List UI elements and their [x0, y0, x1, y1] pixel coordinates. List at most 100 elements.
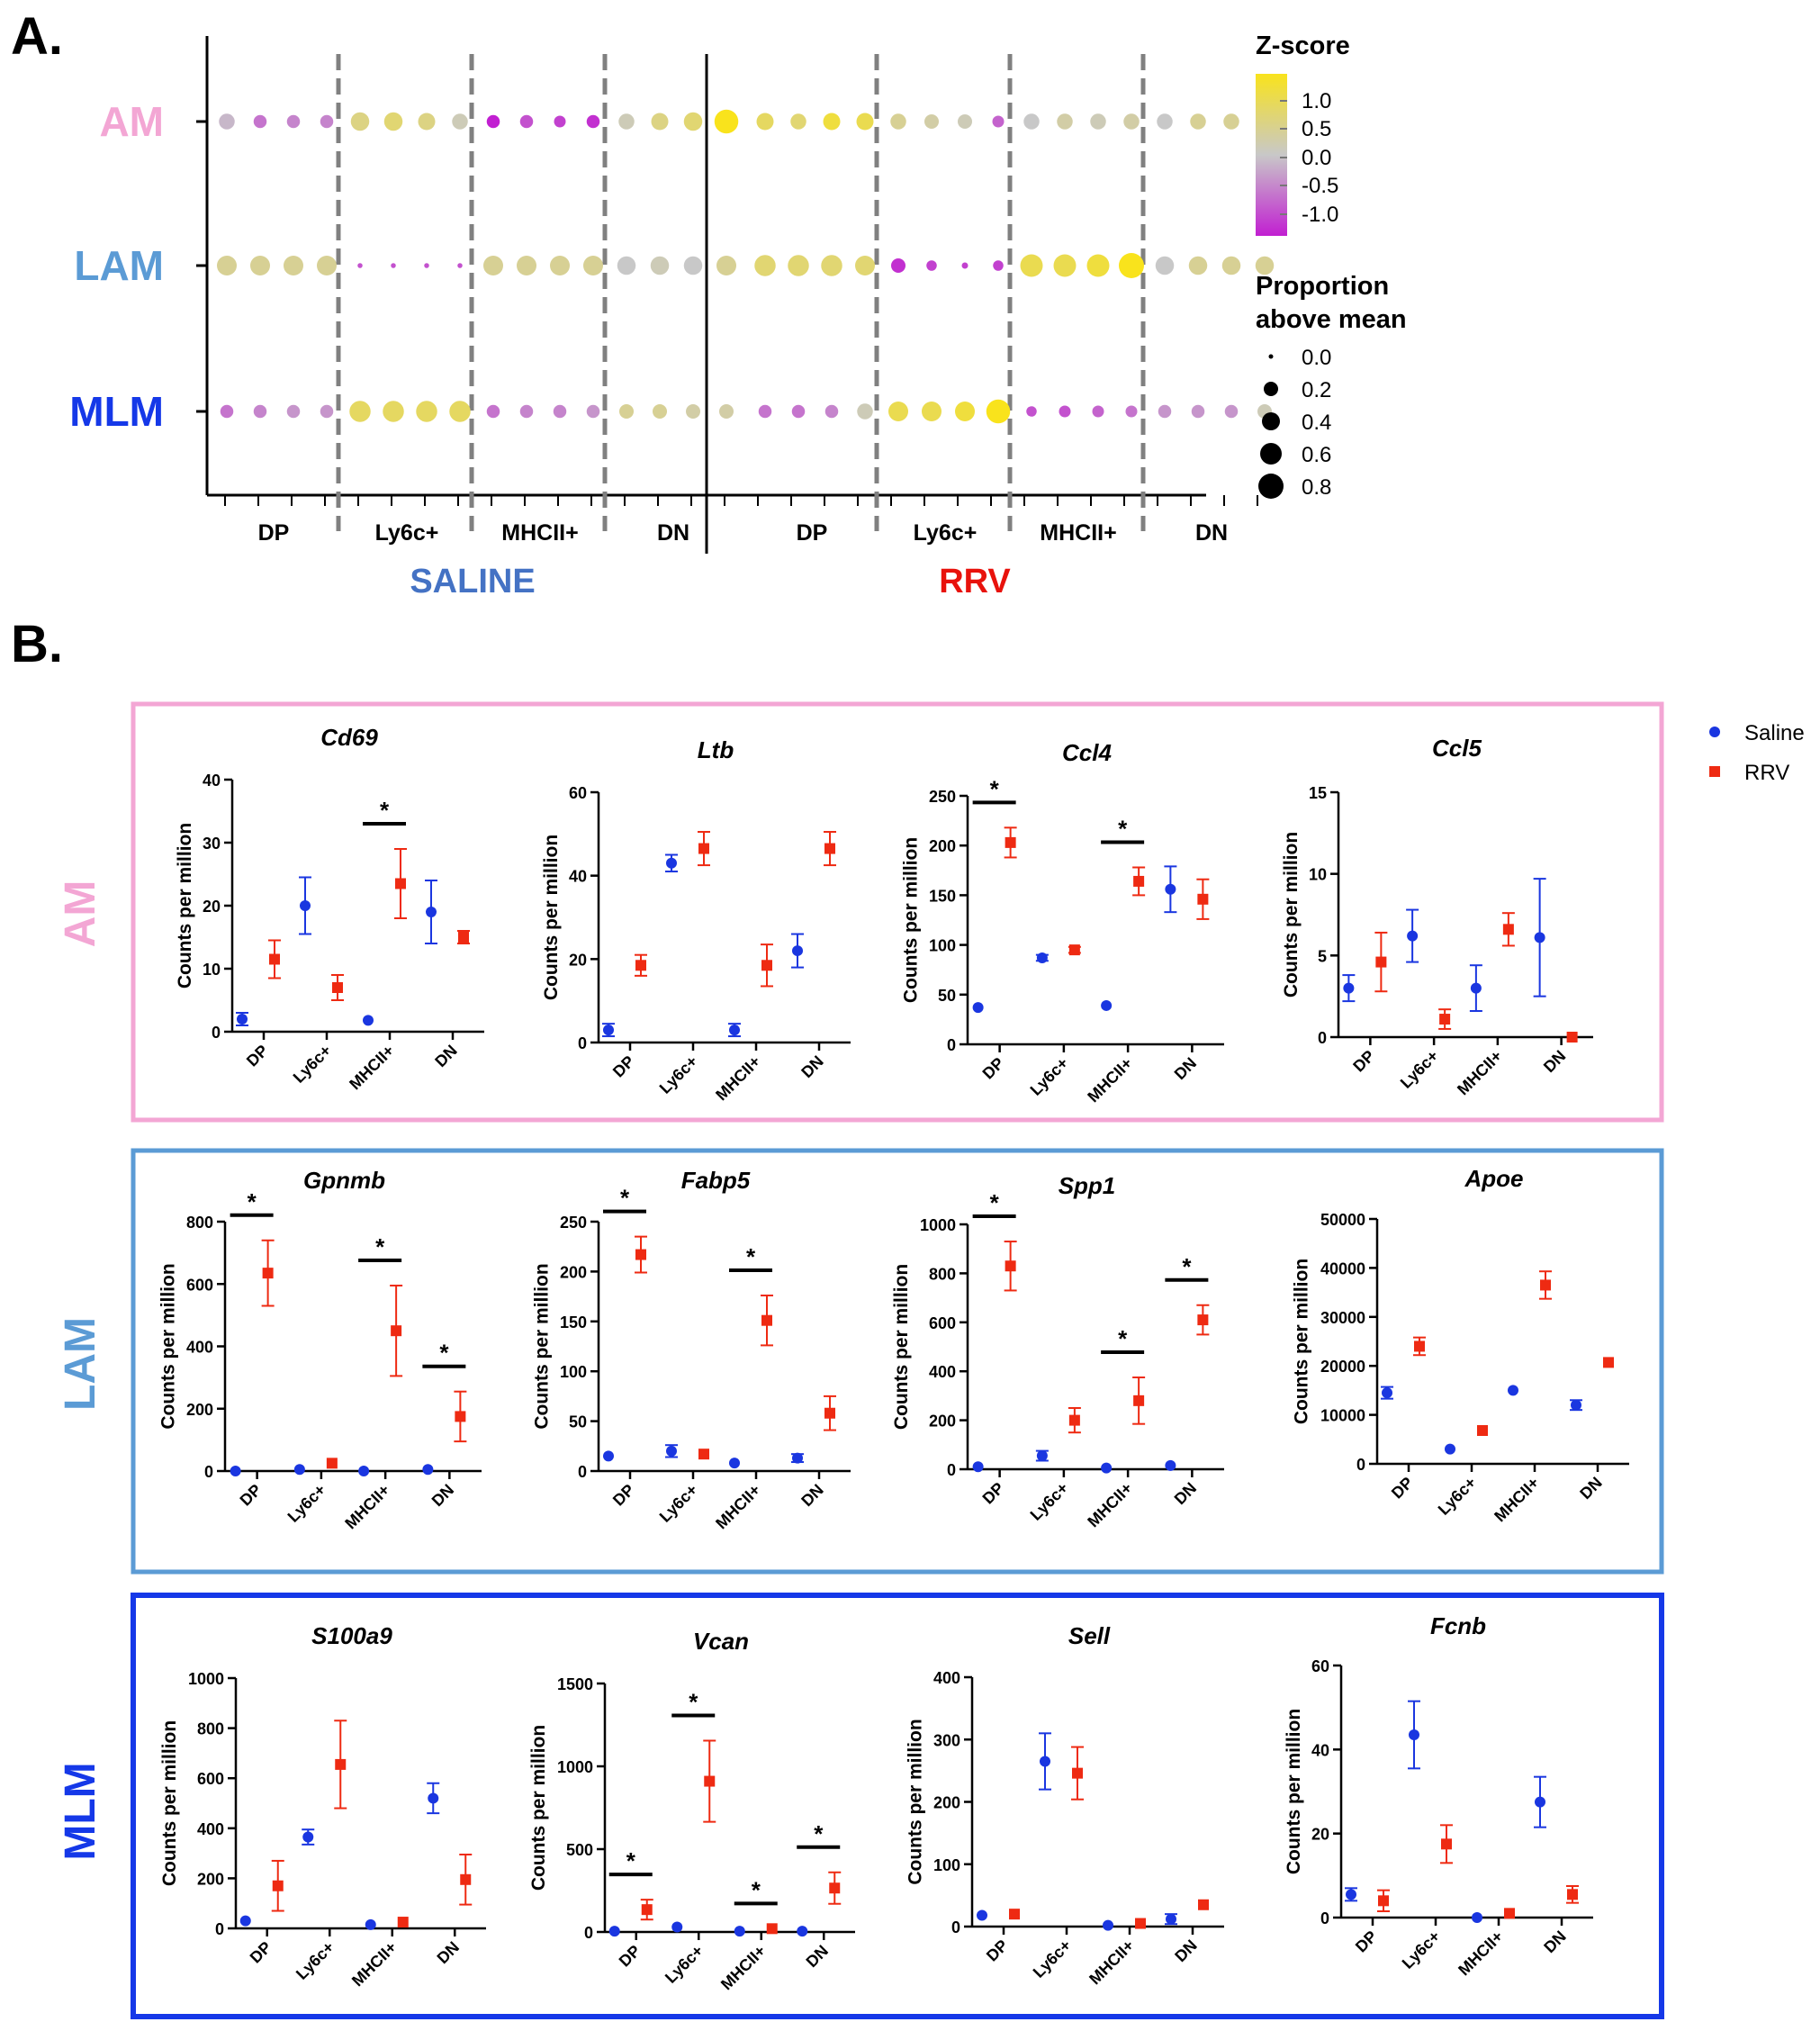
y-tick-label: 40	[1311, 1741, 1329, 1759]
x-category-label: DP	[983, 1936, 1012, 1965]
rrv-point	[1504, 1908, 1515, 1919]
dot-lam-0-3	[317, 256, 337, 275]
y-axis-label: Counts per million	[1284, 1709, 1304, 1874]
dot-lam-5-1	[926, 260, 937, 271]
x-category-label: Ly6c+	[1435, 1474, 1480, 1519]
saline-point	[1036, 1450, 1048, 1462]
y-tick-label: 600	[197, 1770, 224, 1788]
significance-star: *	[248, 1188, 257, 1215]
saline-point	[666, 857, 677, 869]
saline-point	[1343, 982, 1355, 994]
plot-cd69: Cd69 0 10 20 30 40 Counts per million DP Ly6c+ MH…	[175, 724, 484, 1093]
x-category-label: DP	[797, 520, 828, 546]
dot-mlm-1-0	[349, 401, 371, 422]
x-category-label: Ly6c+	[656, 1052, 701, 1097]
y-tick-label: 1500	[557, 1675, 593, 1693]
dot-mlm-3-1	[653, 404, 667, 419]
y-tick-label: 200	[197, 1870, 224, 1888]
size-legend-dot	[1258, 474, 1284, 499]
y-tick-label: 10000	[1320, 1407, 1365, 1425]
plot-ccl4: Ccl4 0 50 100 150 200 250 Counts per million DP L…	[901, 739, 1224, 1106]
y-axis-label: Counts per million	[175, 823, 195, 988]
x-category-label: DN	[797, 1052, 827, 1082]
dot-am-4-3	[856, 113, 874, 131]
saline-point	[1040, 1756, 1050, 1767]
x-category-label: Ly6c+	[1399, 1927, 1444, 1972]
y-tick-label: 0	[947, 1461, 956, 1479]
plot-ccl5: Ccl5 0 5 10 15 Counts per million DP Ly6c+ MHCII…	[1281, 735, 1593, 1098]
dot-lam-4-0	[754, 255, 776, 276]
x-category-label: DN	[1540, 1047, 1570, 1077]
x-category-label: DP	[979, 1479, 1008, 1508]
saline-point	[300, 900, 311, 911]
group-label-rrv: RRV	[939, 563, 1011, 600]
section-label-lam: LAM	[57, 1317, 104, 1411]
plot-title: Ccl4	[1062, 739, 1112, 766]
rrv-point	[1068, 944, 1080, 956]
size-legend-dot	[1260, 443, 1282, 465]
y-tick-label: 50	[938, 987, 956, 1005]
y-tick-label: 0	[212, 1024, 221, 1042]
dot-am-5-0	[890, 113, 906, 130]
y-tick-label: 100	[929, 937, 956, 955]
rrv-point	[1414, 1340, 1425, 1352]
y-tick-label: 800	[186, 1214, 213, 1232]
x-category-label: DP	[609, 1481, 638, 1510]
y-tick-label: 0	[951, 1918, 960, 1936]
rrv-point	[1439, 1014, 1451, 1025]
rrv-point	[1198, 1899, 1209, 1910]
rrv-point	[829, 1882, 841, 1894]
x-category-label: DP	[237, 1481, 266, 1510]
y-axis-label: Counts per million	[905, 1719, 926, 1884]
y-tick-label: 0	[1320, 1909, 1329, 1927]
dot-am-2-0	[486, 114, 500, 129]
plot-vcan: Vcan 0 500 1000 1500 Counts per million DP Ly6c…	[528, 1628, 855, 1993]
section-box-lam	[131, 1148, 1664, 1575]
rrv-point	[395, 878, 406, 889]
zscore-tick-label: -0.5	[1302, 174, 1338, 198]
y-tick-label: 0	[578, 1034, 587, 1052]
rrv-point	[1005, 1260, 1016, 1272]
x-category-label: MHCII+	[1084, 1054, 1136, 1106]
saline-point	[363, 1015, 374, 1026]
rrv-point	[1009, 1909, 1020, 1920]
saline-point	[1382, 1387, 1392, 1399]
significance-star: *	[380, 797, 390, 824]
dot-lam-3-1	[650, 256, 670, 275]
plot-fabp5: Fabp5 0 50 100 150 200 250 Counts per million DP…	[532, 1167, 851, 1532]
rrv-point	[335, 1758, 347, 1770]
rrv-point	[1540, 1279, 1551, 1291]
saline-point	[608, 1926, 620, 1937]
dot-lam-5-0	[891, 258, 905, 273]
dot-mlm-2-2	[553, 404, 567, 419]
x-category-label: DN	[657, 520, 689, 546]
section-box-am	[131, 701, 1664, 1123]
dot-lam-0-1	[250, 256, 270, 275]
dot-am-2-3	[586, 114, 600, 129]
y-tick-label: 200	[929, 1413, 956, 1431]
rrv-point	[1375, 956, 1387, 968]
dot-mlm-6-0	[1026, 406, 1037, 417]
x-category-label: DN	[1576, 1474, 1606, 1503]
rrv-point	[1378, 1895, 1389, 1907]
dot-am-3-3	[714, 109, 739, 134]
y-tick-label: 1000	[557, 1758, 593, 1776]
x-category-label: DN	[1171, 1936, 1201, 1966]
x-category-label: DN	[803, 1942, 833, 1972]
saline-point	[239, 1915, 251, 1927]
x-category-label: DN	[1171, 1479, 1201, 1509]
x-category-label: Ly6c+	[1030, 1936, 1075, 1981]
saline-point	[734, 1926, 745, 1937]
significance-star: *	[752, 1876, 761, 1903]
x-category-label: MHCII+	[712, 1481, 764, 1533]
y-tick-label: 30000	[1320, 1309, 1365, 1327]
saline-point	[603, 1450, 614, 1462]
y-tick-label: 150	[560, 1313, 587, 1331]
x-category-label: Ly6c+	[662, 1942, 707, 1987]
zscore-legend-title: Z-score	[1256, 32, 1350, 60]
y-tick-label: 400	[933, 1669, 960, 1687]
dot-lam-3-0	[617, 256, 636, 275]
saline-point	[1472, 1912, 1482, 1923]
significance-star: *	[990, 1189, 1000, 1216]
dot-mlm-3-2	[686, 404, 700, 419]
